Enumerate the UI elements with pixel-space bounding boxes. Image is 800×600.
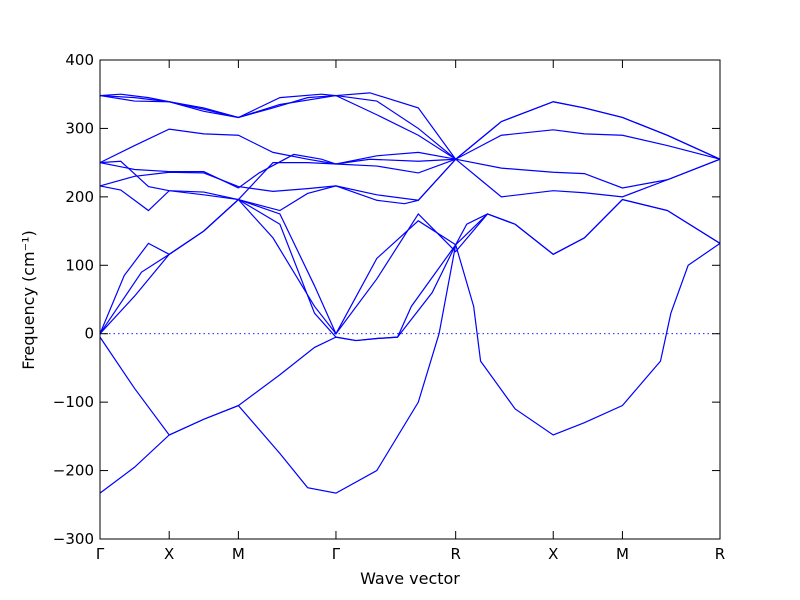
- phonon-bands: [99, 92, 721, 494]
- band-2: [99, 92, 721, 161]
- band-6: [99, 158, 456, 201]
- band-7: [99, 158, 457, 201]
- band-5: [99, 153, 721, 198]
- y-tick-label: 400: [65, 51, 94, 69]
- y-tick-labels: −300 −200 −100 0 100 200 300 400: [53, 51, 94, 548]
- x-tick-label: X: [164, 545, 174, 563]
- plot-frame: [99, 59, 721, 540]
- band-8: [99, 158, 457, 212]
- y-tick-label: −300: [53, 530, 94, 548]
- band-4: [99, 128, 721, 189]
- band-13: [99, 244, 457, 494]
- y-tick-label: −200: [53, 462, 94, 480]
- x-tick-label: M: [232, 545, 245, 563]
- x-tick-label: R: [715, 545, 725, 563]
- x-tick-label: R: [450, 545, 460, 563]
- x-tick-label: X: [548, 545, 558, 563]
- y-tick-label: 200: [65, 188, 94, 206]
- y-tick-label: 300: [65, 119, 94, 137]
- y-tick-label: −100: [53, 393, 94, 411]
- x-tick-label: Γ: [96, 545, 105, 563]
- y-axis-label: Frequency (cm⁻¹): [19, 230, 38, 369]
- y-tick-label: 0: [84, 325, 94, 343]
- x-tick-label: Γ: [332, 545, 341, 563]
- x-tick-label: M: [616, 545, 629, 563]
- y-tick-label: 100: [65, 256, 94, 274]
- x-axis-label: Wave vector: [360, 569, 460, 588]
- band-3: [99, 94, 721, 160]
